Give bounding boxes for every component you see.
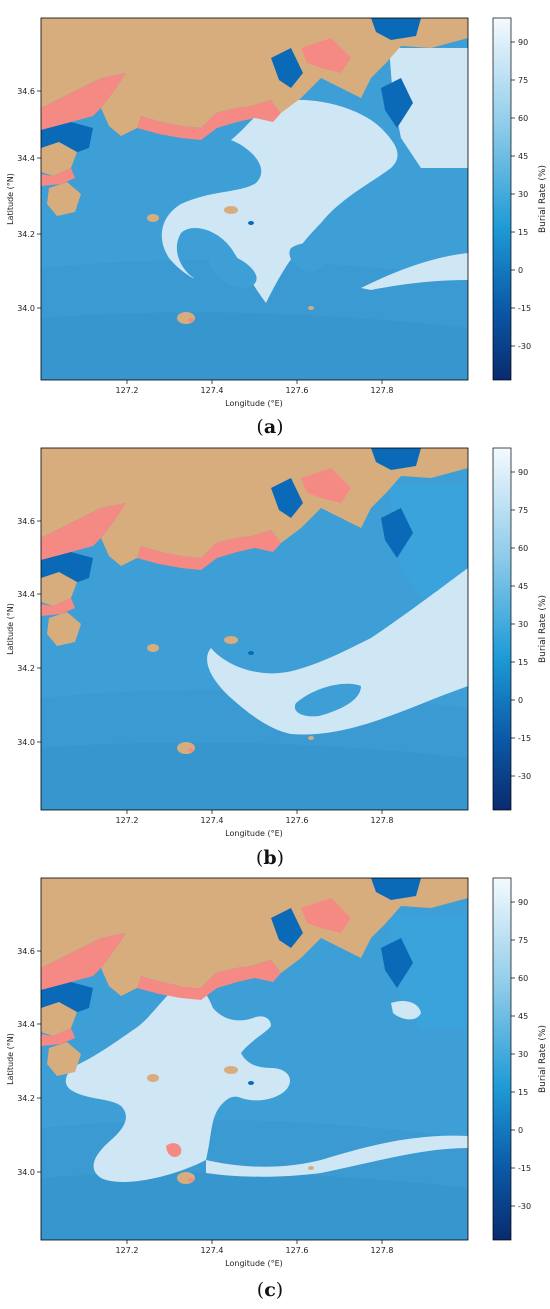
y-tick-label: 34.2 (17, 1094, 35, 1103)
y-tick-label: 34.0 (17, 1168, 35, 1177)
map-a (41, 18, 468, 380)
x-tick-label: 127.4 (201, 386, 224, 395)
plot-frame (40, 447, 469, 811)
x-tick-label: 127.6 (286, 816, 309, 825)
colorbar-tick-label: 30 (518, 1050, 528, 1059)
plot-frame (40, 17, 469, 381)
colorbar-tick-label: 15 (518, 658, 528, 667)
x-tick-label: 127.6 (286, 386, 309, 395)
plot-frame (40, 877, 469, 1241)
y-tick-label: 34.0 (17, 738, 35, 747)
y-tick-label: 34.4 (17, 590, 35, 599)
y-ticks: 34.6 34.4 34.2 34.0 (17, 87, 41, 313)
colorbar-tick-label: 90 (518, 468, 528, 477)
panel-caption-b: (b) (256, 847, 284, 869)
y-tick-label: 34.6 (17, 947, 35, 956)
x-tick-label: 127.8 (371, 816, 394, 825)
caption-letter: a (264, 416, 276, 438)
colorbar: 90 75 60 45 30 15 0 -15 -30 Burial Rate … (492, 877, 548, 1241)
x-tick-label: 127.4 (201, 1246, 224, 1255)
y-axis-label: Latitude (°N) (6, 173, 15, 225)
colorbar-tick-label: 15 (518, 228, 528, 237)
panel-a: 127.2 127.4 127.6 127.8 34.6 34.4 34.2 3… (6, 17, 548, 408)
x-axis-label: Longitude (°E) (225, 1259, 283, 1268)
panel-c: 127.2 127.4 127.6 127.8 34.6 34.4 34.2 3… (6, 877, 548, 1268)
colorbar-gradient (492, 877, 512, 1241)
colorbar-tick-label: 75 (518, 76, 528, 85)
colorbar-tick-label: 0 (518, 266, 523, 275)
colorbar-ticks: 90 75 60 45 30 15 0 -15 -30 (511, 468, 531, 781)
y-tick-label: 34.4 (17, 1020, 35, 1029)
colorbar-tick-label: 45 (518, 582, 528, 591)
colorbar-label: Burial Rate (%) (538, 165, 548, 233)
y-tick-label: 34.2 (17, 664, 35, 673)
map-b (41, 448, 468, 810)
y-axis-label: Latitude (°N) (6, 603, 15, 655)
colorbar-tick-label: -30 (518, 342, 531, 351)
colorbar-ticks: 90 75 60 45 30 15 0 -15 -30 (511, 38, 531, 351)
colorbar: 90 75 60 45 30 15 0 -15 -30 Burial Rate … (492, 447, 548, 811)
panel-caption-a: (a) (256, 416, 283, 438)
colorbar-tick-label: 60 (518, 114, 528, 123)
colorbar-gradient (492, 17, 512, 381)
colorbar-tick-label: 0 (518, 1126, 523, 1135)
colorbar-tick-label: -15 (518, 1164, 531, 1173)
colorbar-tick-label: 75 (518, 506, 528, 515)
y-tick-label: 34.6 (17, 517, 35, 526)
colorbar-tick-label: 60 (518, 544, 528, 553)
x-tick-label: 127.4 (201, 816, 224, 825)
y-axis-label: Latitude (°N) (6, 1033, 15, 1085)
high-burial-plume (161, 99, 398, 303)
x-tick-label: 127.2 (116, 1246, 139, 1255)
colorbar-tick-label: -15 (518, 304, 531, 313)
colorbar-tick-label: -30 (518, 1202, 531, 1211)
caption-letter: c (264, 1279, 276, 1301)
high-burial-plume (65, 982, 291, 1182)
panel-caption-c: (c) (257, 1279, 283, 1301)
colorbar-tick-label: 75 (518, 936, 528, 945)
y-tick-label: 34.2 (17, 230, 35, 239)
colorbar-tick-label: 30 (518, 190, 528, 199)
colorbar-gradient (492, 447, 512, 811)
y-tick-label: 34.0 (17, 304, 35, 313)
x-ticks: 127.2 127.4 127.6 127.8 (116, 1240, 394, 1255)
caption-letter: b (263, 847, 276, 869)
colorbar-tick-label: 30 (518, 620, 528, 629)
colorbar-tick-label: 45 (518, 1012, 528, 1021)
y-tick-label: 34.6 (17, 87, 35, 96)
x-tick-label: 127.8 (371, 386, 394, 395)
y-ticks: 34.6 34.4 34.2 34.0 (17, 947, 41, 1177)
x-tick-label: 127.8 (371, 1246, 394, 1255)
colorbar-tick-label: -15 (518, 734, 531, 743)
x-axis-label: Longitude (°E) (225, 829, 283, 838)
x-tick-label: 127.2 (116, 386, 139, 395)
colorbar-tick-label: 60 (518, 974, 528, 983)
map-c (41, 878, 468, 1240)
x-ticks: 127.2 127.4 127.6 127.8 (116, 380, 394, 395)
panel-b: 127.2 127.4 127.6 127.8 34.6 34.4 34.2 3… (6, 447, 548, 838)
colorbar-tick-label: 90 (518, 38, 528, 47)
y-tick-label: 34.4 (17, 154, 35, 163)
colorbar-tick-label: 90 (518, 898, 528, 907)
x-axis-label: Longitude (°E) (225, 399, 283, 408)
colorbar: 90 75 60 45 30 15 0 -15 -30 Burial Rate … (492, 17, 548, 381)
x-tick-label: 127.6 (286, 1246, 309, 1255)
colorbar-label: Burial Rate (%) (538, 1025, 548, 1093)
colorbar-ticks: 90 75 60 45 30 15 0 -15 -30 (511, 898, 531, 1211)
colorbar-tick-label: 15 (518, 1088, 528, 1097)
colorbar-tick-label: 0 (518, 696, 523, 705)
colorbar-label: Burial Rate (%) (538, 595, 548, 663)
high-burial-plume (207, 568, 468, 735)
x-ticks: 127.2 127.4 127.6 127.8 (116, 810, 394, 825)
colorbar-tick-label: 45 (518, 152, 528, 161)
y-ticks: 34.6 34.4 34.2 34.0 (17, 517, 41, 747)
x-tick-label: 127.2 (116, 816, 139, 825)
colorbar-tick-label: -30 (518, 772, 531, 781)
